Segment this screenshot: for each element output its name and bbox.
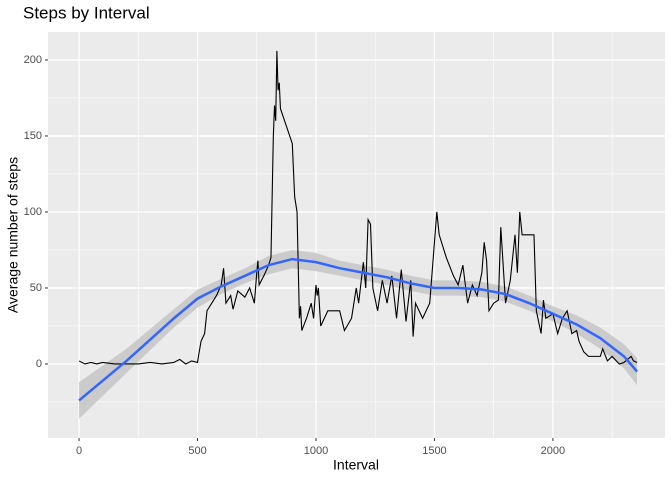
- x-tick-label: 500: [188, 445, 206, 457]
- x-tick-label: 1000: [304, 445, 328, 457]
- smooth-line: [78, 257, 638, 402]
- x-tick-label: 0: [76, 445, 82, 457]
- y-axis-label: Average number of steps: [5, 157, 21, 313]
- plot-background: [48, 32, 665, 438]
- y-tick-label: 0: [36, 358, 42, 370]
- data-line: [78, 50, 638, 365]
- y-tick-label: 150: [24, 130, 42, 142]
- x-tick-label: 2000: [541, 445, 565, 457]
- chart-title: Steps by Interval: [23, 3, 150, 22]
- y-tick-label: 100: [24, 206, 42, 218]
- y-tick-label: 200: [24, 54, 42, 66]
- x-tick-label: 1500: [422, 445, 446, 457]
- y-tick-label: 50: [30, 282, 42, 294]
- x-axis-label: Interval: [333, 457, 379, 473]
